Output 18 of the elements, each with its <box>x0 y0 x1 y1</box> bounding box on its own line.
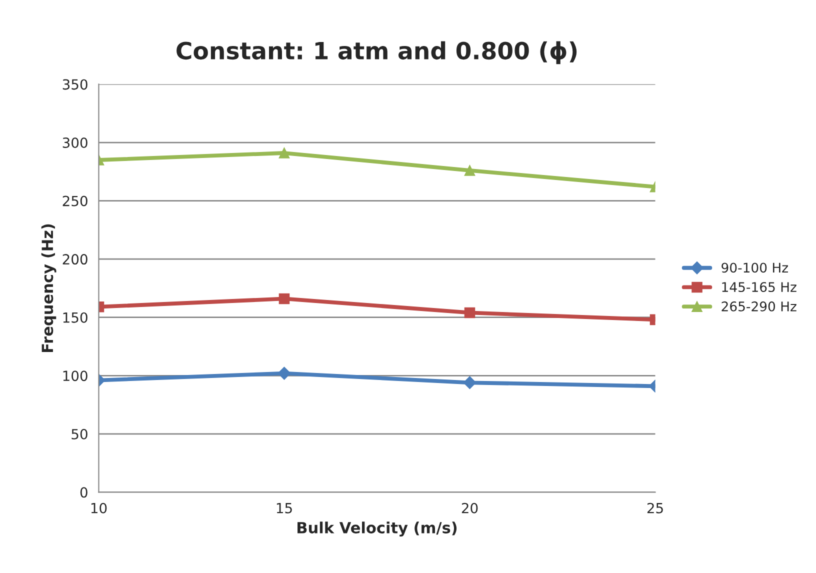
x-tick-label: 20 <box>462 502 478 514</box>
y-axis-title: Frequency (Hz) <box>41 224 56 352</box>
x-tick-label: 10 <box>91 502 107 514</box>
x-tick-label: 15 <box>276 503 292 514</box>
y-tick-label: 0 <box>80 487 88 498</box>
y-tick-label: 300 <box>62 137 88 148</box>
x-tick-label: 25 <box>647 502 663 514</box>
legend-label: 90-100 Hz <box>722 262 788 273</box>
y-tick-label: 350 <box>62 79 88 90</box>
chart-title: Constant: 1 atm and 0.800 (ϕ) <box>176 41 577 64</box>
legend-label: 265-290 Hz <box>722 301 796 312</box>
y-tick-label: 50 <box>72 428 88 440</box>
y-tick-label: 200 <box>62 254 88 265</box>
x-axis-title: Bulk Velocity (m/s) <box>298 522 457 537</box>
legend-label: 145-165 Hz <box>722 282 796 292</box>
y-tick-label: 250 <box>62 196 88 206</box>
y-tick-label: 100 <box>63 370 88 382</box>
y-tick-label: 150 <box>63 312 88 323</box>
